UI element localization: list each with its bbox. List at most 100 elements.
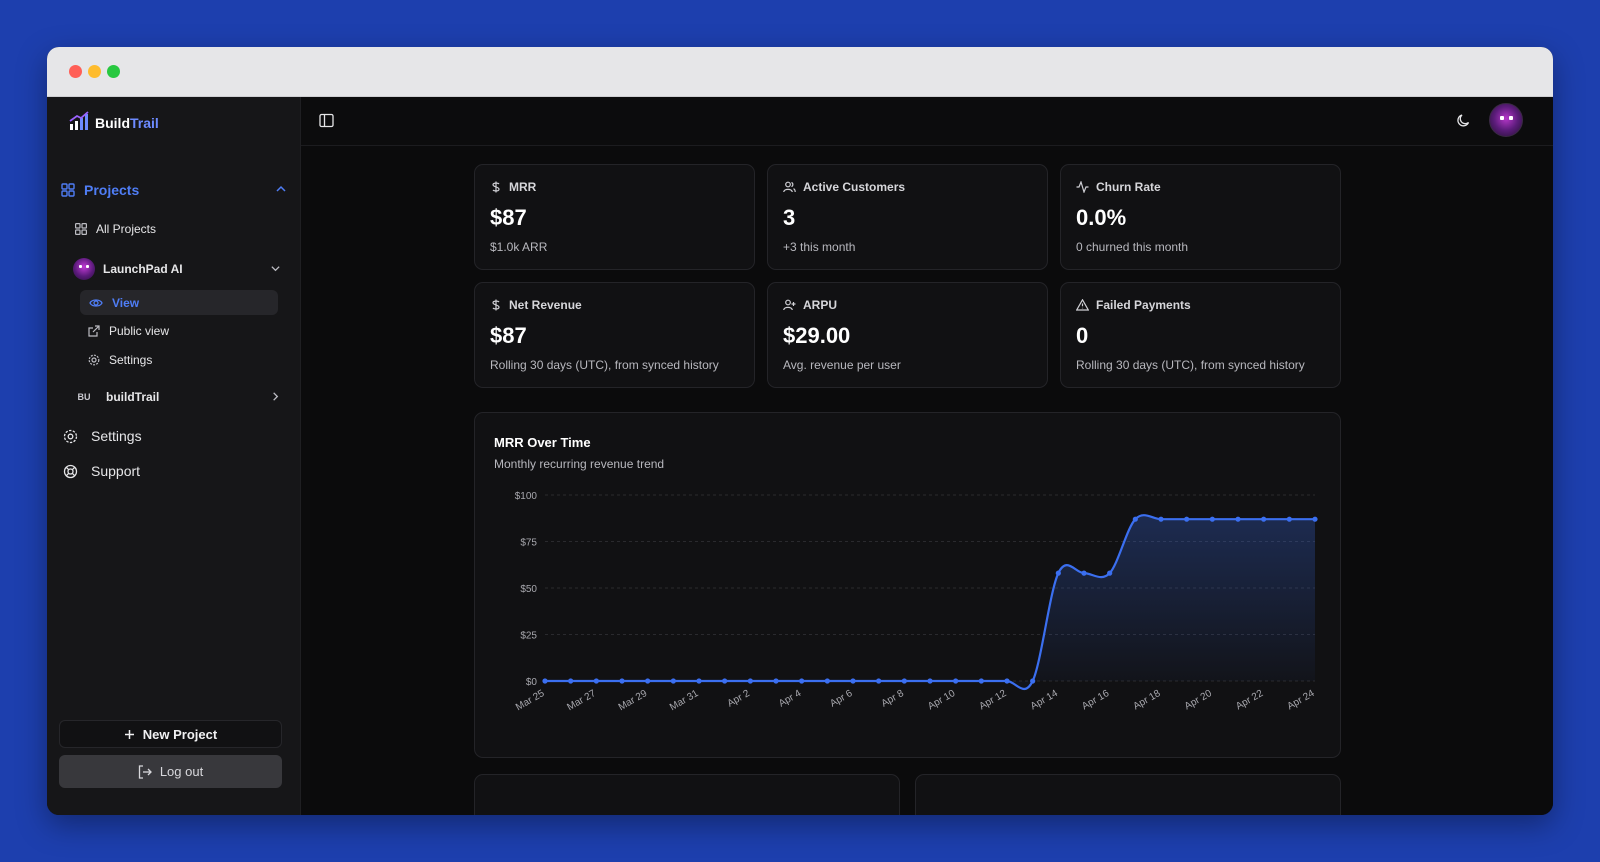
nav-projects[interactable]: Projects: [61, 179, 287, 201]
view-label: View: [112, 295, 140, 310]
chevron-right-icon[interactable]: [270, 391, 281, 405]
x-tick-label: Apr 20: [1183, 688, 1214, 712]
x-tick-label: Mar 25: [514, 688, 547, 713]
data-point: [670, 678, 676, 684]
data-point: [722, 678, 728, 684]
data-point: [542, 678, 548, 684]
stat-card-header: Failed Payments: [1076, 298, 1191, 312]
x-tick-label: Apr 18: [1131, 688, 1162, 712]
stat-card-subtext: +3 this month: [783, 240, 856, 254]
data-point: [1312, 516, 1318, 522]
external-link-icon: [88, 325, 100, 337]
close-window-button[interactable]: [69, 65, 82, 78]
x-tick-label: Apr 8: [880, 688, 907, 710]
stat-card-subtext: Rolling 30 days (UTC), from synced histo…: [490, 358, 719, 372]
chevron-down-icon[interactable]: [270, 263, 281, 277]
x-tick-label: Apr 16: [1080, 688, 1111, 712]
dollar-icon: [490, 299, 502, 311]
data-point: [747, 678, 753, 684]
sidebar-project-launchpad[interactable]: LaunchPad AI: [73, 257, 287, 281]
x-tick-label: Mar 27: [565, 688, 598, 713]
users-icon: [783, 181, 796, 193]
top-bar: [301, 97, 1553, 146]
gear-icon: [88, 354, 100, 366]
minimize-window-button[interactable]: [88, 65, 101, 78]
data-point: [1132, 516, 1138, 522]
stat-card-value: $87: [490, 323, 527, 348]
project-settings-label: Settings: [109, 353, 153, 367]
sidebar-project-buildtrail[interactable]: BU buildTrail: [73, 387, 287, 407]
stat-card-title: Churn Rate: [1096, 180, 1161, 194]
sidebar: BuildTrail Projects All Projects: [47, 97, 301, 815]
moon-icon[interactable]: [1456, 113, 1471, 133]
stat-card-header: ARPU: [783, 298, 837, 312]
stat-card: Net Revenue $87 Rolling 30 days (UTC), fro…: [474, 282, 755, 388]
y-tick-label: $100: [515, 491, 538, 502]
y-tick-label: $25: [520, 631, 537, 642]
alert-triangle-icon: [1076, 299, 1089, 311]
stat-card-title: MRR: [509, 180, 537, 194]
chart-subtitle: Monthly recurring revenue trend: [494, 457, 665, 471]
mrr-chart: $0 $25 $50 $75 $100 Mar 25 Mar 27 Mar 29 Mar 31 A…: [514, 491, 1318, 713]
maximize-window-button[interactable]: [107, 65, 120, 78]
logout-label: Log out: [159, 764, 204, 779]
logout-icon: [138, 764, 152, 779]
life-buoy-icon: [63, 464, 78, 479]
data-point: [619, 678, 625, 684]
all-projects-label: All Projects: [96, 222, 157, 236]
logout-button[interactable]: Log out: [59, 755, 282, 788]
stat-card-subtext: Rolling 30 days (UTC), from synced histo…: [1076, 358, 1305, 372]
data-point: [645, 678, 651, 684]
stat-card-value: $29.00: [783, 323, 851, 348]
data-point: [953, 678, 959, 684]
new-project-button[interactable]: New Project: [59, 720, 282, 748]
stat-card-header: Net Revenue: [490, 298, 582, 312]
user-plus-icon: [783, 299, 796, 311]
stat-card: ARPU $29.00 Avg. revenue per user: [767, 282, 1048, 388]
sidebar-item-settings[interactable]: Settings: [63, 427, 142, 445]
sidebar-item-public-view[interactable]: Public view: [88, 323, 169, 339]
x-tick-label: Apr 6: [828, 688, 855, 710]
data-point: [773, 678, 779, 684]
chevron-up-icon[interactable]: [275, 182, 287, 198]
grid-icon: [75, 223, 87, 235]
activity-icon: [1076, 181, 1089, 193]
sidebar-item-project-settings[interactable]: Settings: [88, 352, 152, 368]
data-point: [824, 678, 830, 684]
data-point: [568, 678, 574, 684]
gear-icon: [63, 429, 78, 444]
y-tick-label: $50: [520, 584, 537, 595]
data-point: [1107, 570, 1113, 576]
stat-card-value: 0.0%: [1076, 205, 1127, 230]
stat-card-value: 0: [1076, 323, 1089, 348]
data-point: [1030, 678, 1036, 684]
stat-card-subtext: 0 churned this month: [1076, 240, 1189, 254]
stat-card-title: Active Customers: [803, 180, 906, 194]
nav-projects-label: Projects: [84, 182, 140, 198]
sidebar-item-all-projects[interactable]: All Projects: [75, 221, 156, 237]
sidebar-toggle-icon[interactable]: [319, 113, 334, 133]
data-point: [1081, 570, 1087, 576]
support-label: Support: [91, 463, 141, 479]
stat-card-subtext: $1.0k ARR: [490, 240, 548, 254]
data-point: [978, 678, 984, 684]
stat-card: MRR $87 $1.0k ARR: [474, 164, 755, 270]
data-point: [696, 678, 702, 684]
sidebar-item-support[interactable]: Support: [63, 462, 140, 480]
data-point: [799, 678, 805, 684]
logo-icon: [69, 110, 91, 136]
user-avatar[interactable]: [1489, 103, 1523, 137]
brand-logo[interactable]: BuildTrail: [69, 110, 159, 136]
x-tick-label: Apr 2: [726, 688, 753, 710]
sidebar-item-view[interactable]: View: [80, 290, 278, 315]
stat-card-title: Net Revenue: [509, 298, 582, 312]
stat-card-title: ARPU: [803, 298, 838, 312]
project-avatar: [73, 258, 95, 280]
new-project-label: New Project: [142, 726, 218, 742]
bottom-card-left: [474, 774, 900, 815]
data-point: [850, 678, 856, 684]
stat-card-title: Failed Payments: [1096, 298, 1191, 312]
x-tick-label: Apr 14: [1029, 688, 1060, 712]
data-point: [593, 678, 599, 684]
data-point: [1235, 516, 1241, 522]
